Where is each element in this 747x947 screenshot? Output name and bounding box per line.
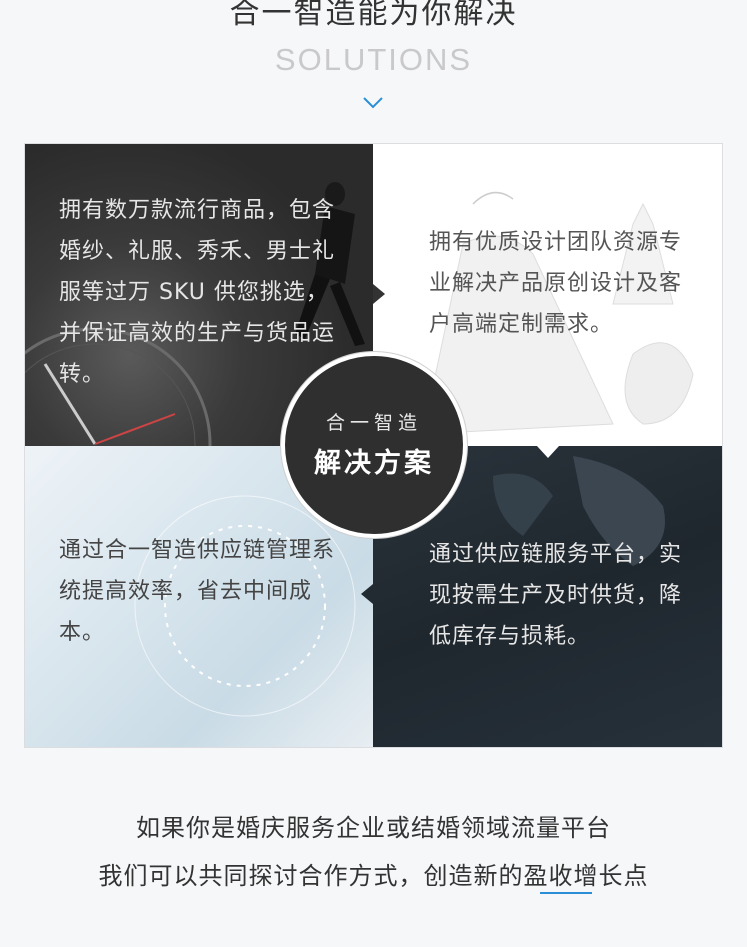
- footer-line-1: 如果你是婚庆服务企业或结婚领域流量平台: [136, 814, 611, 842]
- section-subtitle: SOLUTIONS: [274, 42, 473, 77]
- solutions-grid: 拥有数万款流行商品，包含婚纱、礼服、秀禾、男士礼服等过万 SKU 供您挑选，并保…: [24, 143, 723, 748]
- footer-underline-accent: [540, 892, 592, 894]
- section-title: 合一智造能为你解决: [229, 0, 518, 31]
- solution-text-products: 拥有数万款流行商品，包含婚纱、礼服、秀禾、男士礼服等过万 SKU 供您挑选，并保…: [59, 198, 336, 387]
- pointer-arrow-down: [537, 446, 559, 458]
- solution-cell-supply-chain: 通过合一智造供应链管理系统提高效率，省去中间成本。: [25, 446, 373, 747]
- center-solution-badge: 合一智造 解决方案: [281, 352, 467, 538]
- man-running-decoration: [295, 182, 365, 346]
- solution-cell-design: 拥有优质设计团队资源专业解决产品原创设计及客户高端定制需求。: [373, 144, 722, 446]
- chevron-down-icon: [363, 97, 383, 109]
- dress-sketch-decoration: [422, 191, 694, 435]
- tech-circle-decoration: [134, 495, 356, 717]
- clock-decoration: [25, 327, 212, 446]
- pointer-arrow-right: [373, 284, 385, 304]
- center-badge-title: 解决方案: [314, 448, 434, 479]
- footer-line-2: 我们可以共同探讨合作方式，创造新的盈收增长点: [98, 862, 649, 890]
- map-decoration: [493, 456, 665, 566]
- solution-cell-products: 拥有数万款流行商品，包含婚纱、礼服、秀禾、男士礼服等过万 SKU 供您挑选，并保…: [25, 144, 373, 446]
- pointer-arrow-left: [361, 584, 373, 604]
- solution-text-platform: 通过供应链服务平台，实现按需生产及时供货，降低库存与损耗。: [429, 542, 683, 649]
- solution-text-supply-chain: 通过合一智造供应链管理系统提高效率，省去中间成本。: [59, 538, 336, 645]
- solution-text-design: 拥有优质设计团队资源专业解决产品原创设计及客户高端定制需求。: [429, 230, 683, 337]
- center-badge-subtitle: 合一智造: [325, 412, 422, 434]
